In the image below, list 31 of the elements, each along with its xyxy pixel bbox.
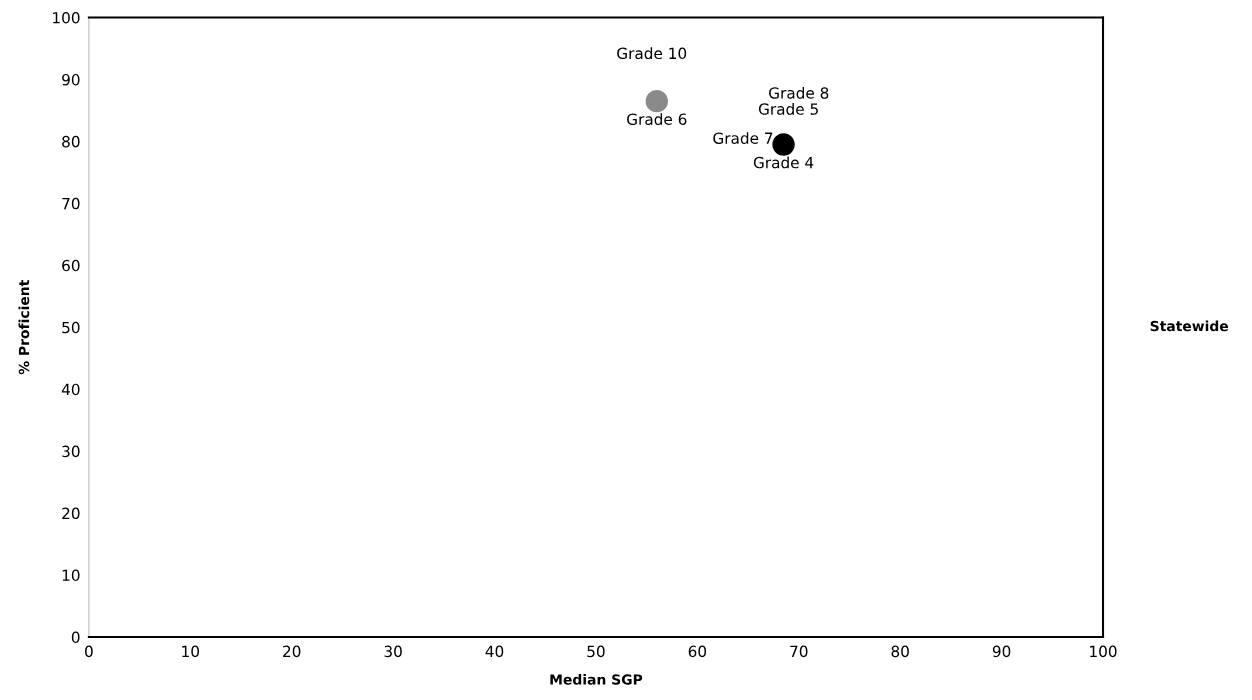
x-tick-label: 40 [485, 645, 504, 658]
y-axis-title: % Proficient [18, 280, 30, 375]
annotation: Grade 8 [769, 86, 829, 99]
x-tick-label: 20 [283, 645, 301, 658]
y-tick-label: 80 [62, 135, 80, 148]
x-tick-label: 0 [85, 645, 93, 658]
y-tick-label: 0 [71, 631, 80, 644]
y-tick-label: 10 [62, 569, 80, 582]
y-tick-label: 30 [62, 445, 80, 458]
y-tick-label: 60 [62, 259, 80, 272]
y-tick-label: 100 [53, 11, 80, 24]
y-tick-label: 50 [62, 321, 80, 334]
y-tick-label: 70 [62, 197, 80, 210]
annotation: Grade 7 [713, 132, 773, 144]
x-tick-label: 90 [992, 645, 1011, 658]
x-tick-label: 70 [790, 645, 808, 658]
y-tick-label: 90 [62, 73, 80, 86]
y-tick-label: 40 [61, 383, 80, 396]
x-tick-label: 100 [1090, 645, 1117, 658]
x-tick-label: 10 [182, 645, 200, 658]
x-tick-label: 60 [688, 645, 707, 658]
x-tick-label: 80 [891, 645, 909, 658]
annotation: Grade 4 [753, 156, 814, 169]
text: Statewide [1150, 320, 1229, 332]
annotation: Grade 5 [758, 103, 818, 115]
annotation: Grade 6 [627, 113, 687, 126]
y-tick-label: 20 [62, 507, 80, 520]
x-tick-label: 30 [384, 645, 402, 658]
annotation: Grade 10 [617, 47, 687, 60]
x-axis-title: Median SGP [550, 674, 643, 685]
x-tick-label: 50 [587, 645, 605, 658]
